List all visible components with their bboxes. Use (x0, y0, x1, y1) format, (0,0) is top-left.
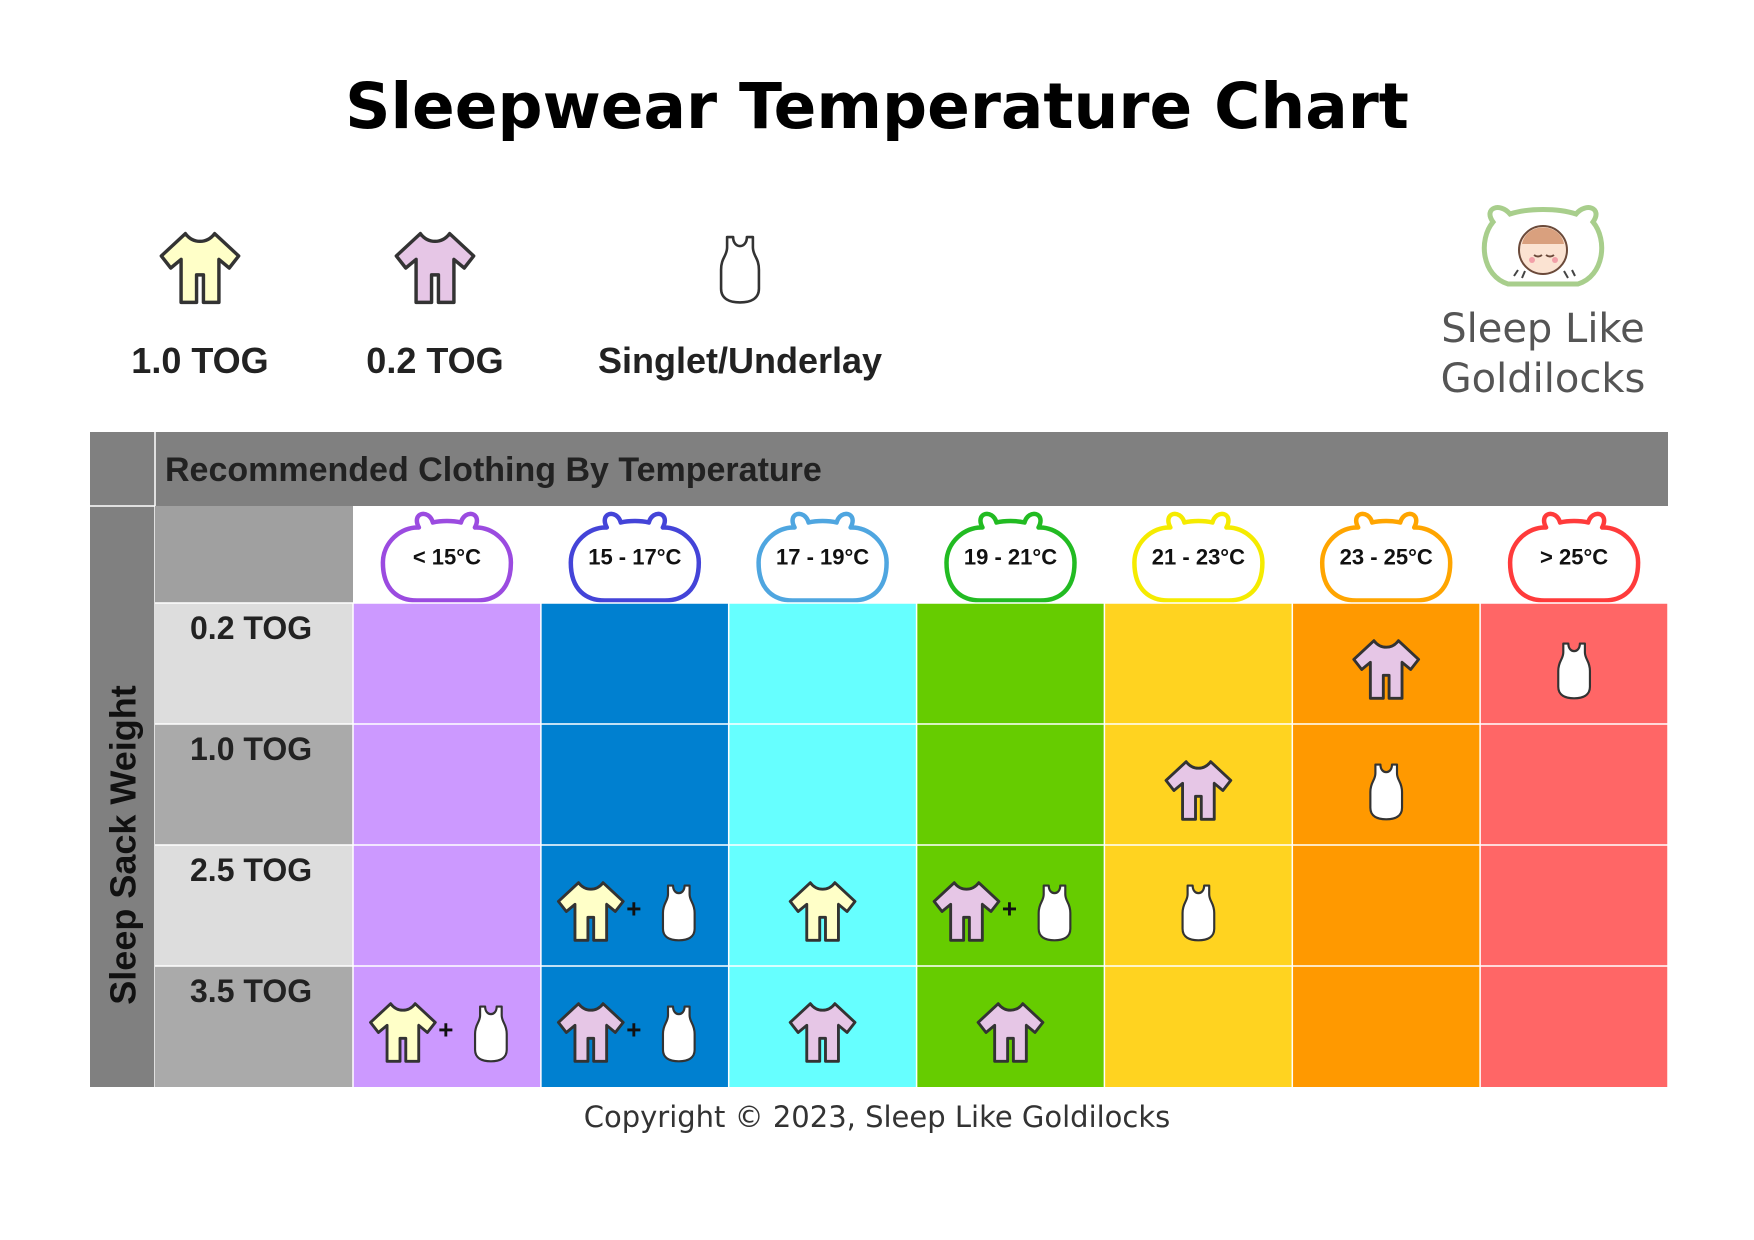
singlet-icon (719, 235, 761, 304)
row-label-cell (155, 845, 353, 966)
logo-line-1: Sleep Like (1441, 306, 1645, 352)
logo-line-2: Goldilocks (1440, 356, 1646, 402)
temp-badge: 19 - 21°C (944, 511, 1077, 603)
temp-label: > 25°C (1540, 545, 1608, 570)
table-cell (916, 724, 1105, 845)
legend-label-0-2-tog: 0.2 TOG (366, 340, 504, 381)
onesie-0-2-tog-icon (556, 1002, 625, 1063)
table-cell (1292, 845, 1481, 966)
singlet-icon (1181, 884, 1216, 942)
temp-label: 19 - 21°C (964, 545, 1057, 570)
legend-item-1-0-tog: 1.0 TOG (120, 220, 280, 382)
row-label-cell (155, 966, 353, 1087)
onesie-1-0-tog-icon (159, 231, 241, 305)
table-cell (353, 603, 541, 724)
table-title: Recommended Clothing By Temperature (165, 451, 822, 489)
onesie-1-0-tog-icon (788, 881, 857, 942)
table-cell (1104, 603, 1293, 724)
legend-item-0-2-tog: 0.2 TOG (355, 220, 515, 382)
row-label: 1.0 TOG (190, 731, 312, 767)
singlet-icon (661, 884, 696, 942)
table-cell (1480, 966, 1668, 1087)
baby-bear-logo-icon (1481, 205, 1605, 287)
temp-badge: 15 - 17°C (568, 511, 702, 603)
singlet-icon (1369, 763, 1404, 821)
onesie-1-0-tog-icon (369, 1002, 437, 1063)
temp-label: 15 - 17°C (588, 545, 681, 570)
legend-label-singlet: Singlet/Underlay (597, 340, 883, 381)
row-axis-band (90, 506, 155, 1087)
table-cell (353, 845, 541, 966)
legend-label-1-0-tog: 1.0 TOG (131, 340, 269, 381)
row-label: 2.5 TOG (190, 852, 312, 888)
temp-label: 21 - 23°C (1152, 545, 1245, 570)
chart-title: Sleepwear Temperature Chart (345, 70, 1409, 143)
row-label-cell (155, 603, 353, 724)
temp-label: 17 - 19°C (776, 545, 869, 570)
legend-item-singlet: Singlet/Underlay (575, 220, 905, 382)
brand-logo: Sleep Like Goldilocks (1418, 200, 1668, 415)
temp-label: 23 - 25°C (1340, 545, 1433, 570)
onesie-0-2-tog-icon (1352, 639, 1421, 700)
onesie-0-2-tog-icon (788, 1002, 857, 1063)
table-cell (353, 724, 541, 845)
onesie-0-2-tog-icon (932, 881, 1001, 942)
table-cell (1480, 724, 1668, 845)
temp-badge: 17 - 19°C (756, 511, 889, 603)
row-label: 3.5 TOG (190, 973, 312, 1009)
singlet-icon (1037, 884, 1072, 942)
singlet-icon (473, 1005, 508, 1063)
singlet-icon (661, 1005, 696, 1063)
row-label: 0.2 TOG (190, 610, 312, 646)
temp-badge: 23 - 25°C (1319, 511, 1453, 603)
row-label-cell (155, 724, 353, 845)
plus-symbol: + (626, 1015, 641, 1045)
row-axis-label: Sleep Sack Weight (103, 685, 144, 1004)
table-cell (1292, 966, 1481, 1087)
table-cell (1104, 966, 1293, 1087)
onesie-0-2-tog-icon (394, 231, 476, 305)
plus-symbol: + (438, 1015, 453, 1045)
singlet-icon (1557, 642, 1592, 700)
temp-badge: < 15°C (380, 511, 514, 603)
logo-text: Sleep Like Goldilocks (1418, 304, 1668, 404)
table-cell (728, 724, 917, 845)
table-cell (916, 603, 1105, 724)
table-cell (728, 603, 917, 724)
corner-cell (155, 506, 353, 603)
table-cell (540, 603, 729, 724)
temp-label: < 15°C (413, 545, 481, 570)
plus-symbol: + (626, 894, 641, 924)
temp-badge: > 25°C (1507, 511, 1641, 603)
table-cell (1480, 845, 1668, 966)
onesie-1-0-tog-icon (556, 881, 625, 942)
temp-badge: 21 - 23°C (1132, 511, 1265, 603)
table-title-band (90, 432, 1668, 506)
table-cell (540, 724, 729, 845)
plus-symbol: + (1002, 894, 1017, 924)
copyright-text: Copyright © 2023, Sleep Like Goldilocks (583, 1100, 1171, 1134)
onesie-0-2-tog-icon (1164, 760, 1233, 821)
onesie-0-2-tog-icon (976, 1002, 1045, 1063)
